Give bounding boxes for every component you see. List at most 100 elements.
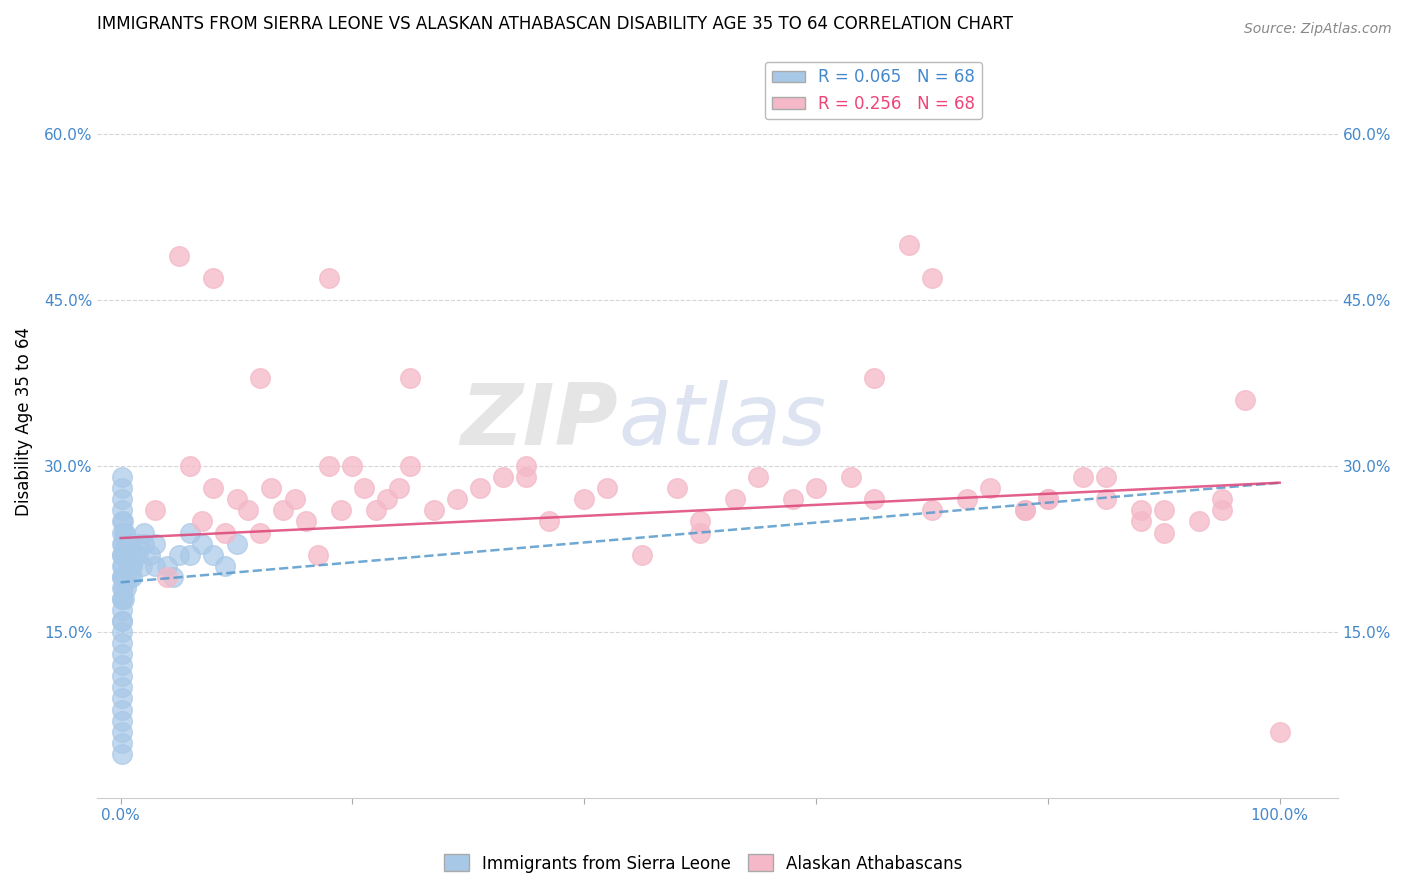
Point: [236, 503, 259, 517]
Point: [115, 536, 138, 550]
Y-axis label: Disability Age 35 to 64: Disability Age 35 to 64: [15, 327, 32, 516]
Point: [127, 536, 149, 550]
Point: [111, 536, 134, 550]
Point: [111, 536, 134, 550]
Point: [111, 548, 134, 562]
Point: [260, 481, 283, 495]
Point: [111, 691, 134, 706]
Point: [114, 548, 136, 562]
Point: [111, 736, 134, 750]
Point: [271, 503, 294, 517]
Point: [747, 470, 769, 484]
Point: [329, 503, 352, 517]
Point: [118, 548, 141, 562]
Point: [111, 515, 134, 529]
Point: [114, 525, 136, 540]
Point: [249, 525, 271, 540]
Point: [1036, 492, 1059, 507]
Point: [921, 271, 943, 285]
Point: [538, 515, 561, 529]
Point: [111, 747, 134, 761]
Point: [118, 570, 141, 584]
Point: [111, 591, 134, 606]
Point: [156, 558, 179, 573]
Point: [1233, 392, 1256, 407]
Point: [191, 536, 214, 550]
Point: [318, 459, 340, 474]
Point: [111, 492, 134, 507]
Point: [689, 515, 711, 529]
Point: [111, 636, 134, 650]
Text: ZIP: ZIP: [461, 380, 619, 463]
Point: [111, 470, 134, 484]
Point: [112, 525, 135, 540]
Point: [1129, 515, 1152, 529]
Point: [115, 581, 138, 595]
Point: [492, 470, 515, 484]
Point: [596, 481, 619, 495]
Point: [121, 558, 143, 573]
Point: [202, 548, 225, 562]
Point: [364, 503, 387, 517]
Point: [111, 702, 134, 716]
Point: [111, 603, 134, 617]
Point: [111, 625, 134, 640]
Point: [1268, 724, 1291, 739]
Point: [167, 548, 190, 562]
Point: [127, 548, 149, 562]
Point: [111, 570, 134, 584]
Point: [956, 492, 979, 507]
Point: [111, 614, 134, 628]
Point: [446, 492, 468, 507]
Point: [111, 669, 134, 683]
Point: [111, 548, 134, 562]
Point: [132, 525, 155, 540]
Point: [318, 271, 340, 285]
Point: [1153, 525, 1175, 540]
Point: [863, 370, 886, 384]
Point: [162, 570, 184, 584]
Point: [515, 459, 537, 474]
Point: [689, 525, 711, 540]
Point: [804, 481, 827, 495]
Point: [724, 492, 747, 507]
Point: [202, 271, 225, 285]
Point: [111, 681, 134, 695]
Text: IMMIGRANTS FROM SIERRA LEONE VS ALASKAN ATHABASCAN DISABILITY AGE 35 TO 64 CORRE: IMMIGRANTS FROM SIERRA LEONE VS ALASKAN …: [97, 15, 1014, 33]
Point: [897, 237, 920, 252]
Point: [631, 548, 654, 562]
Point: [111, 658, 134, 673]
Point: [666, 481, 689, 495]
Point: [156, 570, 179, 584]
Point: [132, 536, 155, 550]
Point: [111, 481, 134, 495]
Point: [1071, 470, 1094, 484]
Point: [179, 525, 201, 540]
Point: [468, 481, 491, 495]
Point: [782, 492, 804, 507]
Point: [115, 570, 138, 584]
Point: [112, 548, 135, 562]
Point: [1036, 492, 1059, 507]
Point: [111, 581, 134, 595]
Point: [118, 536, 141, 550]
Point: [145, 503, 167, 517]
Point: [1211, 503, 1233, 517]
Point: [863, 492, 886, 507]
Point: [111, 525, 134, 540]
Legend: R = 0.065   N = 68, R = 0.256   N = 68: R = 0.065 N = 68, R = 0.256 N = 68: [765, 62, 981, 120]
Point: [111, 591, 134, 606]
Point: [138, 548, 160, 562]
Point: [1187, 515, 1209, 529]
Point: [111, 515, 134, 529]
Point: [112, 591, 135, 606]
Point: [375, 492, 398, 507]
Point: [191, 515, 214, 529]
Point: [1095, 470, 1118, 484]
Point: [214, 558, 236, 573]
Point: [295, 515, 318, 529]
Point: [111, 647, 134, 661]
Point: [225, 536, 247, 550]
Point: [1211, 492, 1233, 507]
Point: [1014, 503, 1036, 517]
